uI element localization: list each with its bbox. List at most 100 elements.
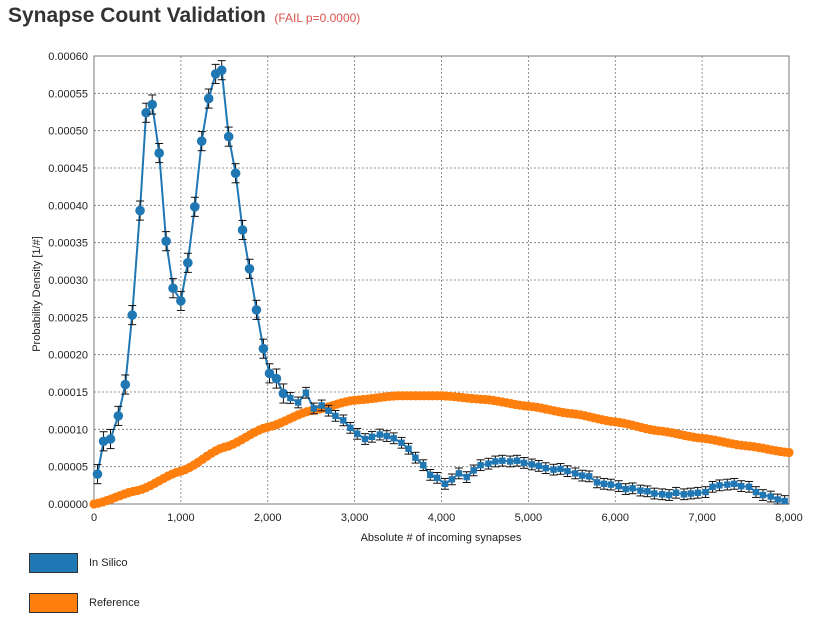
in-silico-point [105, 434, 116, 444]
in-silico-point [196, 136, 207, 146]
in-silico-point [738, 482, 745, 490]
in-silico-point [607, 481, 615, 488]
in-silico-point [752, 488, 760, 496]
in-silico-point [485, 460, 492, 467]
in-silico-point [463, 473, 470, 481]
reference-series [89, 391, 794, 509]
legend-item-in-silico[interactable]: In Silico [29, 553, 128, 573]
in-silico-point [147, 99, 158, 110]
in-silico-point [492, 458, 499, 465]
in-silico-point [550, 466, 557, 473]
in-silico-point [441, 480, 449, 488]
x-axis-label: Absolute # of incoming synapses [361, 532, 522, 544]
x-tick-label: 6,000 [601, 512, 629, 524]
in-silico-point [680, 491, 688, 498]
y-tick-label: 0.00020 [48, 350, 88, 362]
in-silico-point [564, 467, 571, 475]
in-silico-point [499, 457, 506, 464]
in-silico-point [251, 305, 262, 315]
in-silico-point [745, 483, 753, 491]
in-silico-point [176, 296, 186, 306]
in-silico-point [302, 389, 310, 396]
in-silico-point [579, 472, 586, 479]
in-silico-point [161, 236, 171, 246]
y-tick-label: 0.00025 [48, 312, 88, 324]
in-silico-point [600, 480, 608, 488]
in-silico-point [332, 412, 339, 420]
in-silico-point [294, 399, 302, 406]
legend-label-reference: Reference [89, 597, 140, 609]
in-silico-point [412, 454, 419, 461]
in-silico-point [593, 479, 601, 486]
y-tick-label: 0.00005 [48, 462, 88, 474]
in-silico-point [135, 205, 145, 216]
in-silico-point [767, 493, 774, 500]
in-silico-point [141, 107, 151, 118]
in-silico-point [183, 258, 193, 268]
in-silico-point [287, 394, 294, 402]
in-silico-point [433, 474, 441, 482]
x-tick-label: 3,000 [341, 512, 369, 524]
in-silico-point [390, 435, 397, 442]
in-silico-point [724, 481, 731, 488]
in-silico-point [318, 402, 325, 409]
in-silico-point [340, 417, 347, 424]
x-tick-label: 5,000 [515, 512, 543, 524]
in-silico-point [470, 467, 477, 474]
in-silico-point [716, 482, 723, 489]
legend-item-reference[interactable]: Reference [29, 593, 140, 613]
y-tick-label: 0.00010 [48, 424, 88, 436]
x-tick-label: 8,000 [775, 512, 803, 524]
in-silico-point [258, 343, 269, 354]
in-silico-point [216, 65, 227, 75]
in-silico-point [237, 225, 248, 235]
in-silico-point [92, 469, 103, 479]
in-silico-point [361, 435, 369, 443]
in-silico-point [759, 491, 767, 499]
in-silico-point [168, 283, 178, 294]
in-silico-point [420, 461, 427, 469]
y-axis-label: Probability Density [1/#] [31, 236, 43, 352]
in-silico-point [203, 93, 214, 104]
in-silico-point [535, 462, 542, 470]
in-silico-point [448, 476, 456, 483]
in-silico-point [427, 471, 434, 479]
in-silico-point [405, 445, 412, 452]
x-tick-label: 4,000 [428, 512, 456, 524]
y-tick-label: 0.00055 [48, 88, 88, 100]
y-tick-label: 0.00015 [48, 387, 88, 399]
y-tick-label: 0.00035 [48, 238, 88, 250]
in-silico-point [658, 491, 666, 498]
in-silico-point [506, 458, 514, 465]
in-silico-series [92, 60, 789, 505]
x-tick-label: 2,000 [254, 512, 282, 524]
y-tick-label: 0.00050 [48, 126, 88, 138]
in-silico-point [113, 411, 124, 421]
in-silico-point [637, 487, 644, 494]
in-silico-point [376, 431, 384, 438]
in-silico-point [542, 464, 549, 472]
in-silico-point [347, 424, 354, 432]
x-tick-label: 0 [91, 512, 97, 524]
x-tick-label: 7,000 [688, 512, 716, 524]
in-silico-point [278, 388, 289, 399]
in-silico-point [477, 461, 484, 469]
in-silico-point [325, 407, 332, 414]
plot-frame [93, 55, 790, 505]
in-silico-point [264, 368, 275, 379]
in-silico-point [557, 465, 564, 473]
in-silico-point [781, 497, 788, 505]
in-silico-point [244, 264, 255, 274]
chart-title: Synapse Count Validation [8, 4, 266, 27]
in-silico-point [520, 459, 528, 467]
in-silico-point [702, 488, 709, 496]
legend-label-in-silico: In Silico [89, 557, 128, 569]
y-tick-label: 0.00030 [48, 275, 88, 287]
in-silico-point [709, 483, 716, 491]
in-silico-point [622, 485, 629, 493]
in-silico-point [398, 439, 405, 446]
x-tick-label: 1,000 [167, 512, 195, 524]
axes: 0.00000 0.00005 0.00010 0.00015 0.00020 0.000… [48, 51, 803, 524]
in-silico-point [672, 489, 680, 496]
in-silico-point [120, 379, 131, 390]
